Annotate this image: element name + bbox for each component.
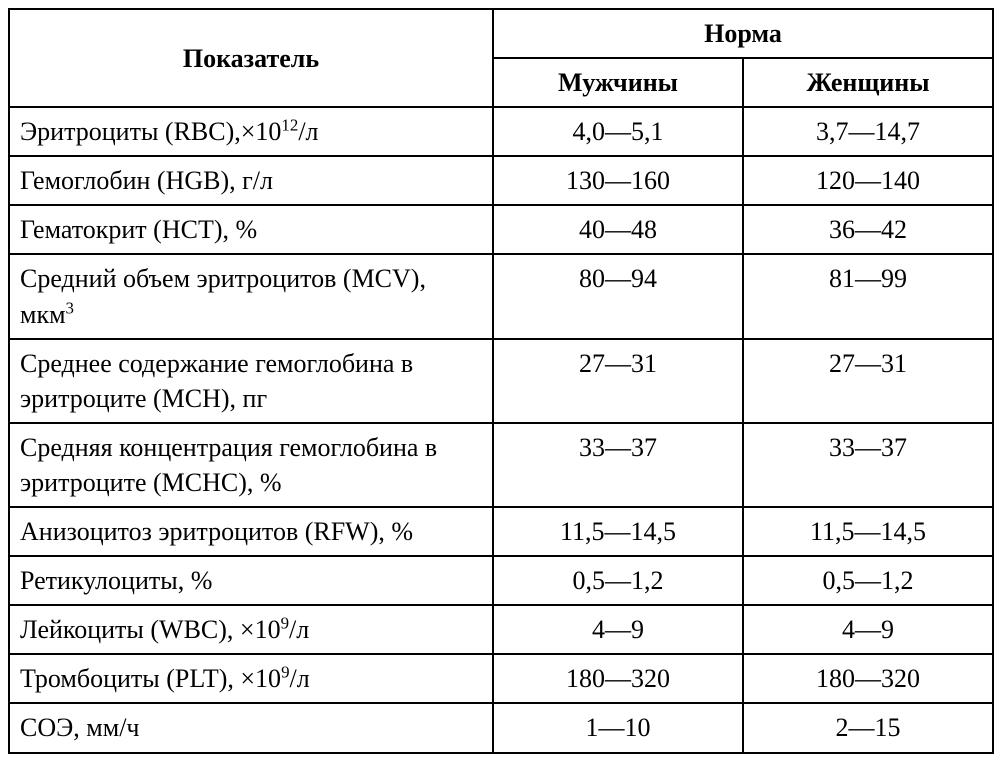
women-value-cell: 3,7—14,7 xyxy=(743,107,993,156)
men-value-cell: 80—94 xyxy=(493,254,743,338)
table-header-row-1: Показатель Норма xyxy=(9,9,993,58)
parameter-cell: СОЭ, мм/ч xyxy=(9,703,493,752)
table-row: Гематокрит (HCT), %40—4836—42 xyxy=(9,205,993,254)
women-value-cell: 11,5—14,5 xyxy=(743,507,993,556)
parameter-cell: Гемоглобин (HGB), г/л xyxy=(9,156,493,205)
parameter-cell: Эритроциты (RBC),×1012/л xyxy=(9,107,493,156)
header-women: Женщины xyxy=(743,58,993,107)
table-row: Средняя концентрация гемоглобина в эритр… xyxy=(9,423,993,507)
men-value-cell: 130—160 xyxy=(493,156,743,205)
header-men: Мужчины xyxy=(493,58,743,107)
header-norm: Норма xyxy=(493,9,993,58)
table-row: СОЭ, мм/ч1—102—15 xyxy=(9,703,993,752)
men-value-cell: 27—31 xyxy=(493,339,743,423)
women-value-cell: 27—31 xyxy=(743,339,993,423)
header-parameter: Показатель xyxy=(9,9,493,107)
women-value-cell: 4—9 xyxy=(743,605,993,654)
men-value-cell: 0,5—1,2 xyxy=(493,556,743,605)
table-row: Средний объем эритроцитов (MCV), мкм380—… xyxy=(9,254,993,338)
parameter-cell: Средняя концентрация гемоглобина в эритр… xyxy=(9,423,493,507)
table-row: Тромбоциты (PLT), ×109/л180—320180—320 xyxy=(9,654,993,703)
men-value-cell: 4—9 xyxy=(493,605,743,654)
table-row: Ретикулоциты, %0,5—1,20,5—1,2 xyxy=(9,556,993,605)
women-value-cell: 120—140 xyxy=(743,156,993,205)
parameter-cell: Средний объем эритроцитов (MCV), мкм3 xyxy=(9,254,493,338)
men-value-cell: 180—320 xyxy=(493,654,743,703)
women-value-cell: 36—42 xyxy=(743,205,993,254)
parameter-cell: Ретикулоциты, % xyxy=(9,556,493,605)
table-body: Эритроциты (RBC),×1012/л4,0—5,13,7—14,7Г… xyxy=(9,107,993,752)
table-row: Эритроциты (RBC),×1012/л4,0—5,13,7—14,7 xyxy=(9,107,993,156)
men-value-cell: 4,0—5,1 xyxy=(493,107,743,156)
women-value-cell: 2—15 xyxy=(743,703,993,752)
parameter-cell: Гематокрит (HCT), % xyxy=(9,205,493,254)
parameter-cell: Лейкоциты (WBC), ×109/л xyxy=(9,605,493,654)
men-value-cell: 33—37 xyxy=(493,423,743,507)
table-row: Гемоглобин (HGB), г/л130—160120—140 xyxy=(9,156,993,205)
blood-analysis-norms-table: Показатель Норма Мужчины Женщины Эритроц… xyxy=(8,8,994,754)
women-value-cell: 33—37 xyxy=(743,423,993,507)
table-row: Среднее содержание гемоглобина в эритроц… xyxy=(9,339,993,423)
men-value-cell: 1—10 xyxy=(493,703,743,752)
women-value-cell: 81—99 xyxy=(743,254,993,338)
parameter-cell: Тромбоциты (PLT), ×109/л xyxy=(9,654,493,703)
men-value-cell: 40—48 xyxy=(493,205,743,254)
women-value-cell: 180—320 xyxy=(743,654,993,703)
table-row: Лейкоциты (WBC), ×109/л4—94—9 xyxy=(9,605,993,654)
men-value-cell: 11,5—14,5 xyxy=(493,507,743,556)
parameter-cell: Анизоцитоз эритроцитов (RFW), % xyxy=(9,507,493,556)
women-value-cell: 0,5—1,2 xyxy=(743,556,993,605)
table-row: Анизоцитоз эритроцитов (RFW), %11,5—14,5… xyxy=(9,507,993,556)
parameter-cell: Среднее содержание гемоглобина в эритроц… xyxy=(9,339,493,423)
